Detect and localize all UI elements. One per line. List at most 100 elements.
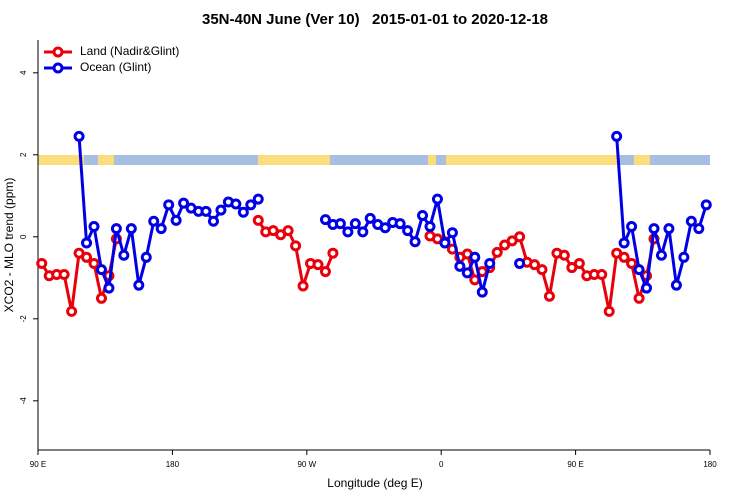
data-point xyxy=(409,236,421,248)
data-point xyxy=(454,260,466,272)
x-axis-label: Longitude (deg E) xyxy=(327,476,422,490)
data-point xyxy=(417,209,429,221)
data-point xyxy=(685,215,697,227)
data-point xyxy=(245,199,257,211)
data-point xyxy=(678,251,690,263)
data-point xyxy=(558,249,570,261)
data-point xyxy=(618,251,630,263)
data-point xyxy=(81,251,93,263)
data-point xyxy=(700,199,712,211)
data-point xyxy=(342,226,354,238)
data-point xyxy=(596,269,608,281)
data-point xyxy=(319,266,331,278)
data-point xyxy=(334,218,346,230)
data-point xyxy=(431,193,443,205)
y-axis-label: XCO2 - MLO trend (ppm) xyxy=(2,178,16,313)
y-tick-label: 0 xyxy=(19,234,28,239)
data-point xyxy=(178,197,190,209)
data-point xyxy=(88,221,100,233)
data-point xyxy=(357,226,369,238)
data-point xyxy=(641,282,653,294)
data-point xyxy=(573,257,585,269)
data-point xyxy=(36,257,48,269)
data-point xyxy=(446,227,458,239)
data-point xyxy=(95,264,107,276)
data-point xyxy=(648,223,660,235)
data-point xyxy=(439,237,451,249)
data-point xyxy=(618,237,630,249)
data-point xyxy=(626,221,638,233)
data-point xyxy=(237,206,249,218)
chart-title: 35N-40N June (Ver 10) 2015-01-01 to 2020… xyxy=(202,11,548,28)
data-point xyxy=(633,292,645,304)
data-point xyxy=(297,280,309,292)
x-tick-label: 90 E xyxy=(567,460,583,469)
data-point xyxy=(364,212,376,224)
data-point xyxy=(603,305,615,317)
legend-label: Ocean (Glint) xyxy=(80,60,151,74)
data-point xyxy=(73,130,85,142)
data-point xyxy=(693,223,705,235)
data-point xyxy=(252,193,264,205)
data-point xyxy=(536,264,548,276)
data-point xyxy=(163,199,175,211)
data-point xyxy=(125,223,137,235)
data-point xyxy=(88,257,100,269)
data-point xyxy=(282,225,294,237)
x-tick-label: 0 xyxy=(439,460,444,469)
y-tick-label: 2 xyxy=(19,152,28,157)
data-point xyxy=(402,225,414,237)
data-point xyxy=(469,251,481,263)
data-point xyxy=(394,218,406,230)
data-point xyxy=(133,279,145,291)
data-point xyxy=(140,251,152,263)
y-tick-label: 4 xyxy=(19,70,28,75)
data-point xyxy=(626,257,638,269)
x-tick-label: 90 E xyxy=(30,460,46,469)
data-point xyxy=(327,247,339,259)
data-point xyxy=(655,249,667,261)
data-point xyxy=(663,223,675,235)
x-tick-label: 90 W xyxy=(297,460,316,469)
data-point xyxy=(484,257,496,269)
data-point xyxy=(81,237,93,249)
data-point xyxy=(252,214,264,226)
data-point xyxy=(312,259,324,271)
data-point xyxy=(148,215,160,227)
y-tick-label: -4 xyxy=(19,397,28,405)
data-point xyxy=(424,221,436,233)
y-tick-label: -2 xyxy=(19,315,28,323)
legend-marker xyxy=(52,62,64,74)
data-point xyxy=(58,269,70,281)
data-point xyxy=(319,214,331,226)
data-point xyxy=(110,223,122,235)
legend-label: Land (Nadir&Glint) xyxy=(80,44,179,58)
data-point xyxy=(379,222,391,234)
data-point xyxy=(543,290,555,302)
data-point xyxy=(514,231,526,243)
data-point xyxy=(230,198,242,210)
data-point xyxy=(514,257,526,269)
data-point xyxy=(349,218,361,230)
data-point xyxy=(103,282,115,294)
data-point xyxy=(529,259,541,271)
data-point xyxy=(633,264,645,276)
data-point xyxy=(491,246,503,258)
data-point xyxy=(200,205,212,217)
data-point xyxy=(155,223,167,235)
data-point xyxy=(215,204,227,216)
data-point xyxy=(670,279,682,291)
data-point xyxy=(461,267,473,279)
data-point xyxy=(118,249,130,261)
data-point xyxy=(476,286,488,298)
data-point xyxy=(611,130,623,142)
data-point xyxy=(95,292,107,304)
legend-marker xyxy=(52,46,64,58)
surface-band xyxy=(38,155,710,165)
x-tick-label: 180 xyxy=(703,460,717,469)
data-point xyxy=(170,214,182,226)
x-tick-label: 180 xyxy=(166,460,180,469)
data-point xyxy=(207,215,219,227)
data-point xyxy=(290,240,302,252)
